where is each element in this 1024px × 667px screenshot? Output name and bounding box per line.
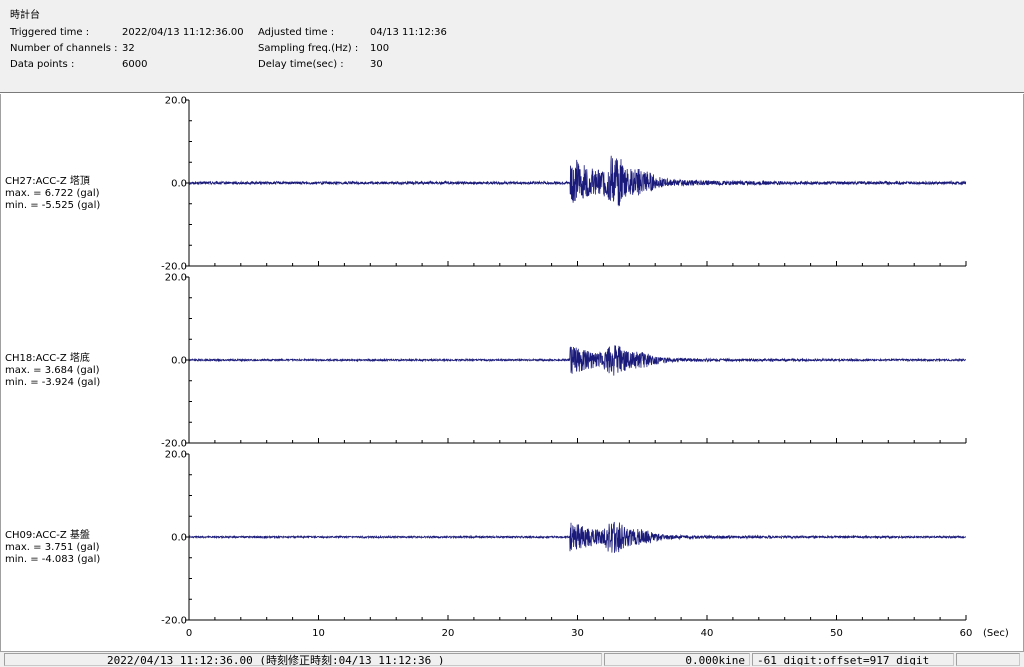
- status-empty: [956, 653, 1020, 666]
- y-tick-label: 0.0: [171, 356, 187, 367]
- waveform-trace: [188, 155, 967, 207]
- x-tick-label: 10: [312, 628, 325, 639]
- status-digit: -61 digit:offset=917 digit: [752, 653, 954, 666]
- delay-value: 30: [370, 59, 383, 70]
- waveform-trace: [188, 521, 967, 553]
- datapoints-value: 6000: [122, 59, 148, 70]
- x-tick-label: 30: [571, 628, 584, 639]
- delay-label: Delay time(sec) :: [258, 59, 344, 70]
- status-bar: 2022/04/13 11:12:36.00 (時刻修正時刻:04/13 11:…: [0, 651, 1024, 667]
- adjusted-time-label: Adjusted time :: [258, 27, 335, 38]
- y-tick-label: 20.0: [165, 96, 187, 107]
- x-unit-label: (Sec): [983, 628, 1009, 639]
- channel-min: min. = -5.525 (gal): [5, 200, 101, 211]
- triggered-time-value: 2022/04/13 11:12:36.00: [122, 27, 244, 38]
- waveform-plot-area: [0, 94, 1024, 651]
- waveform-chart: 20.00.0-20.020.00.0-20.020.00.0-20.00 10 2…: [161, 96, 1009, 640]
- x-tick-label: 20: [442, 628, 455, 639]
- y-tick-label: 20.0: [165, 450, 187, 461]
- y-tick-label: -20.0: [161, 439, 187, 450]
- x-tick-label: 40: [701, 628, 714, 639]
- channel-min: min. = -4.083 (gal): [5, 554, 101, 565]
- x-tick-label: 50: [830, 628, 843, 639]
- record-header: 時計台 Triggered time : 2022/04/13 11:12:36…: [0, 0, 1024, 93]
- y-tick-label: 20.0: [165, 273, 187, 284]
- y-tick-label: 0.0: [171, 533, 187, 544]
- x-tick-label: 0: [186, 628, 192, 639]
- station-name: 時計台: [10, 10, 40, 21]
- channel-max: max. = 3.684 (gal): [5, 365, 100, 376]
- adjusted-time-value: 04/13 11:12:36: [370, 27, 447, 38]
- channel-max: max. = 6.722 (gal): [5, 188, 100, 199]
- triggered-time-label: Triggered time :: [10, 27, 90, 38]
- channels-label: Number of channels :: [10, 43, 118, 54]
- waveform-trace: [188, 345, 966, 376]
- channel-max: max. = 3.751 (gal): [5, 542, 100, 553]
- sampling-label: Sampling freq.(Hz) :: [258, 43, 359, 54]
- channel-name: CH09:ACC-Z 基盤: [5, 530, 90, 541]
- sampling-value: 100: [370, 43, 390, 54]
- status-velocity: 0.000kine: [604, 653, 750, 666]
- channel-name: CH18:ACC-Z 塔底: [5, 353, 90, 364]
- channels-value: 32: [122, 43, 135, 54]
- channel-name: CH27:ACC-Z 塔頂: [5, 176, 90, 187]
- status-time: 2022/04/13 11:12:36.00 (時刻修正時刻:04/13 11:…: [4, 653, 602, 666]
- channel-min: min. = -3.924 (gal): [5, 377, 101, 388]
- datapoints-label: Data points :: [10, 59, 75, 70]
- y-tick-label: -20.0: [161, 262, 187, 273]
- y-tick-label: -20.0: [161, 616, 187, 627]
- y-tick-label: 0.0: [171, 179, 187, 190]
- x-tick-label: 60: [960, 628, 973, 639]
